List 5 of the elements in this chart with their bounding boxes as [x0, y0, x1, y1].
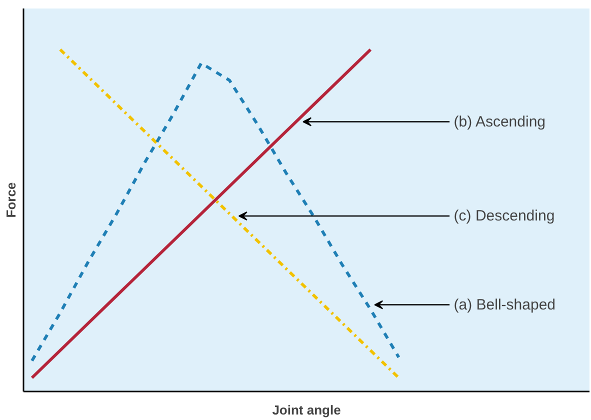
x-axis-title: Joint angle [272, 402, 341, 418]
text: (b) Ascending [454, 113, 546, 130]
text: (a) Bell-shaped [454, 296, 556, 314]
y-axis-title: Force [4, 182, 18, 218]
text: (c) Descending [454, 208, 555, 225]
